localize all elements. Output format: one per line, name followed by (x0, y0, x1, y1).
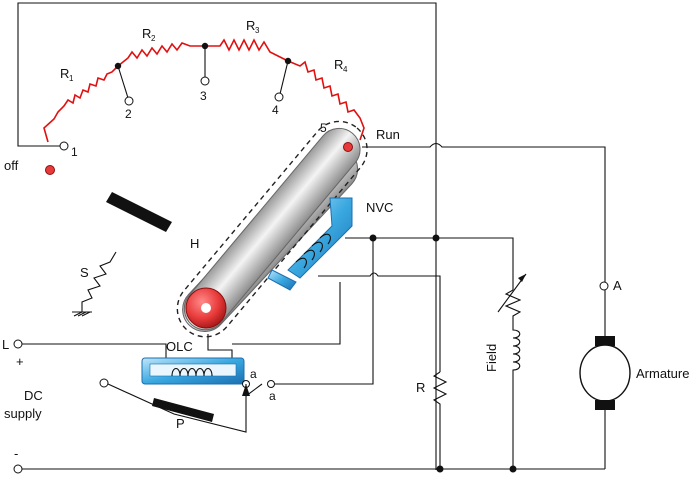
stud-1-terminal (59, 141, 69, 151)
olc-coil-icon (141, 357, 245, 385)
push-button-wire (107, 383, 247, 433)
stud-4-label: 4 (272, 103, 279, 117)
spring-label: S (80, 265, 89, 280)
nvc-feed-wire (345, 237, 514, 290)
resistor-r3 (205, 38, 289, 62)
armature-label: Armature (636, 366, 689, 381)
stud-2-label: 2 (125, 107, 132, 121)
starter-arm-right[interactable] (166, 110, 379, 348)
stud-2-terminal (124, 96, 134, 106)
nvc-return-wire (232, 282, 341, 345)
junction-bottom-r (436, 465, 444, 473)
push-button-bar[interactable] (152, 398, 214, 422)
tap-wire-2 (117, 65, 129, 99)
resistor-r2 (117, 42, 205, 67)
right-arm-contact (343, 142, 353, 152)
contact-a2-terminal (267, 380, 275, 388)
supply-label-1: DC (24, 388, 43, 403)
armature-brush-top (595, 336, 615, 346)
line-terminal-label: L (2, 337, 9, 352)
line-wire (22, 343, 167, 358)
r1-label: R (60, 66, 69, 81)
stud-5-label: 5 (320, 121, 327, 135)
junction-bottom-field (509, 465, 517, 473)
contact-a2-label: a (269, 389, 276, 403)
tap-wire-4 (279, 60, 289, 95)
junction-right (432, 234, 440, 242)
r2-sub: 2 (151, 34, 156, 43)
plus-label: + (16, 354, 24, 369)
resistor-r4 (287, 60, 365, 141)
ground-icon (72, 311, 92, 317)
stud-3-label: 3 (200, 89, 207, 103)
push-terminal (99, 378, 109, 388)
r1-sub: 1 (69, 74, 74, 83)
left-arm-contact (45, 165, 55, 175)
run-label: Run (376, 127, 400, 142)
nvc-coil-icon (267, 197, 353, 291)
field-coil-icon (512, 326, 521, 469)
olc-label: OLC (166, 339, 193, 354)
contact-to-nvc-wire (275, 238, 374, 385)
rheostat-arrowhead (518, 274, 526, 282)
armature-icon (579, 344, 631, 402)
r3-label: R (246, 18, 255, 33)
field-label: Field (484, 344, 499, 372)
top-loop-wire (17, 2, 437, 470)
r4-label: R (334, 57, 343, 72)
r2-label: R (142, 26, 151, 41)
r3-sub: 3 (255, 26, 260, 35)
line-terminal (13, 339, 23, 349)
nvc-label: NVC (366, 200, 393, 215)
handle-label: H (190, 236, 199, 251)
armature-brush-bottom (595, 400, 615, 410)
armature-terminal-a (599, 281, 609, 291)
field-rheostat (504, 289, 522, 326)
resistor-r-feed-wire (318, 272, 441, 372)
resistor-r1 (43, 65, 119, 143)
minus-label: - (14, 446, 18, 461)
stud-3-terminal (200, 76, 210, 86)
r4-sub: 4 (343, 65, 348, 74)
supply-label-2: supply (4, 406, 42, 421)
contact-arrowhead (242, 384, 250, 396)
resistor-r-label: R (416, 380, 425, 395)
handle-bar[interactable] (106, 192, 172, 232)
pivot-center (201, 303, 211, 313)
armature-terminal-label: A (613, 278, 622, 293)
resistor-r-icon (432, 371, 448, 469)
run-wire (362, 142, 606, 282)
stud-1-label: 1 (71, 145, 78, 159)
push-label: P (176, 416, 185, 431)
negative-terminal (13, 464, 23, 474)
off-label: off (4, 158, 19, 173)
stud-4-terminal (274, 92, 284, 102)
contact-arrow-line (245, 383, 263, 397)
contact-a1-label: a (250, 367, 257, 381)
spring-icon (81, 251, 117, 312)
